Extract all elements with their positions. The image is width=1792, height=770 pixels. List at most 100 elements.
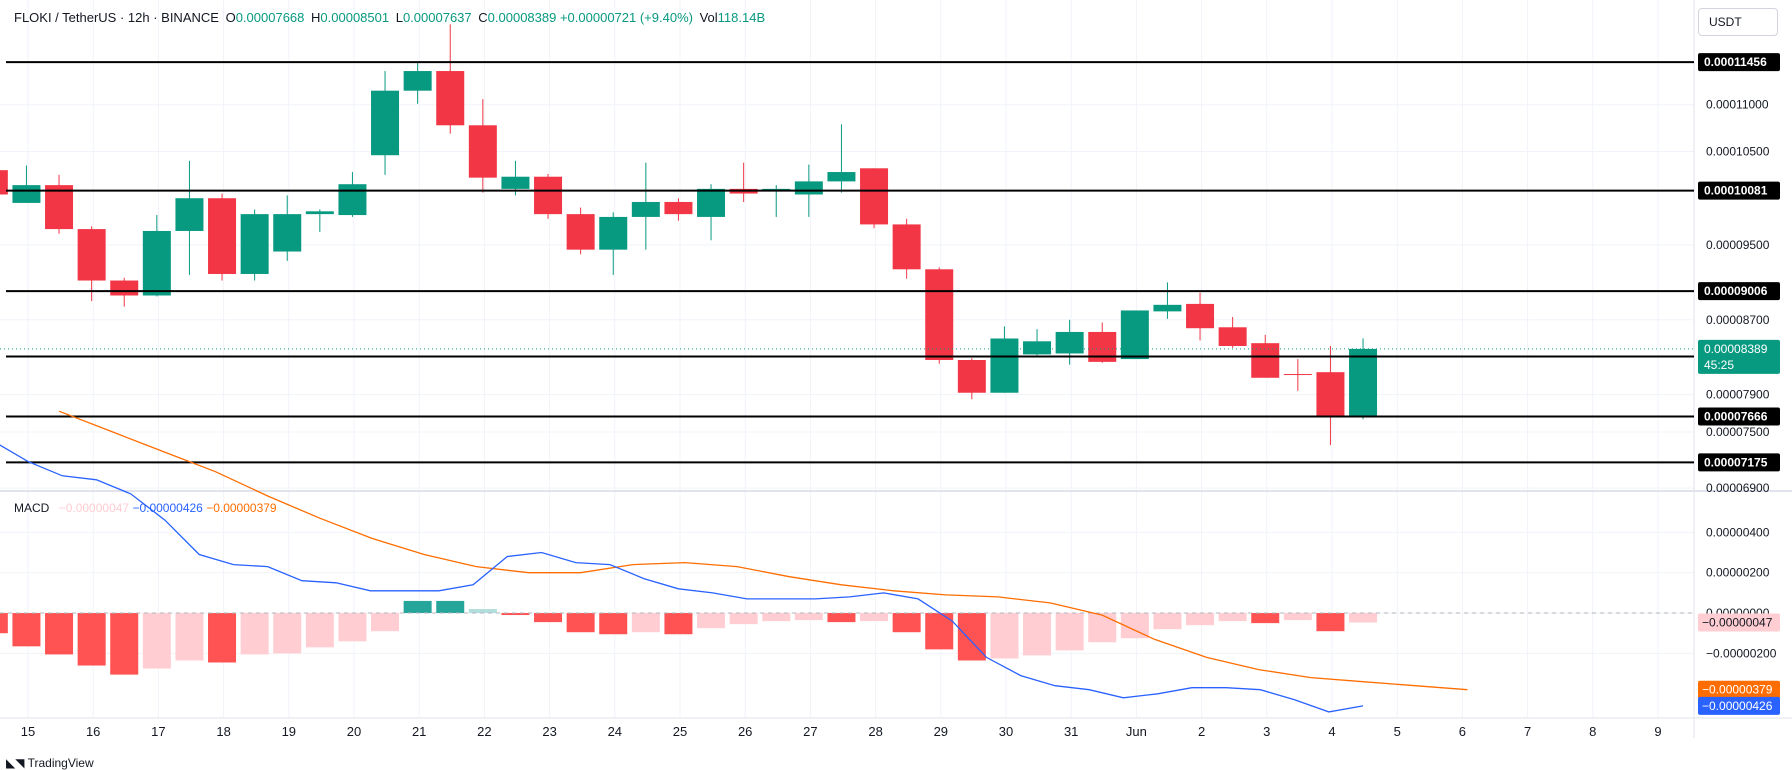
- candle-body: [371, 90, 400, 156]
- macd-histogram-bar: [0, 613, 8, 634]
- candle-body: [1349, 348, 1378, 417]
- macd-histogram-bar: [534, 613, 563, 623]
- macd-line-label: −0.00000426: [1702, 699, 1773, 713]
- change-value: +0.00000721 (+9.40%): [559, 10, 693, 25]
- time-tick-label: 19: [282, 724, 296, 739]
- candle-body: [1316, 372, 1345, 418]
- time-tick-label: 7: [1524, 724, 1531, 739]
- candle-body: [403, 71, 432, 91]
- macd-histogram-bar: [794, 613, 823, 621]
- macd-title[interactable]: MACD: [14, 501, 50, 515]
- time-tick-label: 20: [347, 724, 361, 739]
- macd-hist-label: −0.00000047: [1702, 616, 1773, 630]
- macd-histogram-bar: [729, 613, 758, 625]
- macd-line: [0, 444, 1364, 713]
- macd-histogram-bar: [1283, 613, 1312, 621]
- macd-histogram-bar: [1186, 613, 1215, 626]
- time-tick-label: 4: [1328, 724, 1335, 739]
- level-label: 0.00011456: [1704, 55, 1767, 69]
- macd-histogram-bar: [1055, 613, 1084, 651]
- macd-histogram-bar: [501, 613, 530, 616]
- candle-body: [77, 229, 106, 281]
- time-tick-label: 8: [1589, 724, 1596, 739]
- time-tick-label: 15: [21, 724, 35, 739]
- volume-value: 118.14B: [717, 10, 766, 25]
- candle-body: [142, 230, 171, 296]
- symbol-name[interactable]: FLOKI / TetherUS · 12h · BINANCE: [14, 10, 219, 25]
- macd-histogram-bar: [208, 613, 237, 663]
- price-tick-label: 0.00011000: [1706, 98, 1769, 112]
- time-tick-label: 25: [673, 724, 687, 739]
- tradingview-brand: TradingView: [27, 756, 94, 770]
- macd-histogram-bar: [762, 613, 791, 622]
- time-tick-label: 26: [738, 724, 752, 739]
- macd-histogram-bar: [1251, 613, 1280, 624]
- low-label: L: [395, 10, 403, 25]
- high-label: H: [311, 10, 321, 25]
- candle-body: [501, 176, 530, 189]
- macd-tick-label: 0.00000400: [1706, 525, 1770, 539]
- macd-histogram-value: −0.00000047: [58, 501, 130, 515]
- candle-body: [175, 198, 204, 231]
- macd-histogram-bar: [1349, 613, 1378, 623]
- macd-histogram-bar: [631, 613, 660, 633]
- candle-body: [1120, 310, 1149, 360]
- time-tick-label: 29: [934, 724, 948, 739]
- time-tick-label: 23: [542, 724, 556, 739]
- level-label-bg: [1698, 181, 1780, 200]
- candle-body: [1186, 303, 1215, 329]
- time-tick-label: Jun: [1126, 724, 1147, 739]
- currency-button[interactable]: USDT: [1698, 8, 1778, 36]
- macd-signal-label-bg: [1698, 680, 1780, 699]
- candle-body: [599, 216, 628, 250]
- macd-histogram-bar: [175, 613, 204, 661]
- time-tick-label: 17: [151, 724, 165, 739]
- candle-body: [45, 185, 74, 230]
- level-label: 0.00007175: [1704, 455, 1768, 469]
- macd-histogram-bar: [436, 600, 465, 614]
- time-tick-label: 30: [999, 724, 1013, 739]
- macd-signal-value: −0.00000379: [206, 501, 277, 515]
- candle-body: [110, 280, 139, 296]
- candle-body: [566, 214, 595, 250]
- macd-histogram-bar: [45, 613, 74, 655]
- time-tick-label: 9: [1654, 724, 1661, 739]
- time-tick-label: 5: [1394, 724, 1401, 739]
- macd-histogram-bar: [371, 613, 400, 632]
- candle-body: [1283, 374, 1312, 376]
- level-label-bg: [1698, 407, 1780, 426]
- candle-body: [957, 360, 986, 393]
- candle-body: [827, 172, 856, 182]
- candle-body: [990, 338, 1019, 393]
- candle-body: [468, 125, 497, 178]
- macd-histogram-bar: [338, 613, 367, 642]
- macd-tick-label: −0.00000200: [1706, 646, 1777, 660]
- price-tick-label: 0.00007900: [1706, 388, 1770, 402]
- candle-body: [0, 170, 8, 195]
- level-label: 0.00010081: [1704, 184, 1768, 198]
- candle-body: [1218, 327, 1247, 346]
- candle-body: [892, 224, 921, 270]
- candle-body: [1055, 331, 1084, 354]
- candle-body: [925, 269, 954, 361]
- time-tick-label: 6: [1459, 724, 1466, 739]
- level-label-bg: [1698, 453, 1780, 472]
- macd-histogram-bar: [1088, 613, 1117, 643]
- last-price-label: 0.00008389: [1704, 342, 1768, 356]
- macd-line-value: −0.00000426: [132, 501, 203, 515]
- macd-histogram-bar: [697, 613, 726, 629]
- time-tick-label: 22: [477, 724, 491, 739]
- high-value: 0.00008501: [320, 10, 390, 25]
- candle-body: [240, 214, 269, 274]
- tradingview-logo[interactable]: ◣◥ TradingView: [6, 756, 94, 770]
- macd-histogram-bar: [110, 613, 139, 675]
- macd-histogram-bar: [403, 600, 432, 614]
- macd-histogram-bar: [990, 613, 1019, 659]
- macd-histogram-bar: [664, 613, 693, 635]
- candle-body: [794, 181, 823, 195]
- price-tick-label: 0.00006900: [1706, 481, 1770, 495]
- level-label: 0.00007666: [1704, 409, 1768, 423]
- macd-histogram-bar: [892, 613, 921, 633]
- bar-countdown: 45:25: [1704, 358, 1734, 372]
